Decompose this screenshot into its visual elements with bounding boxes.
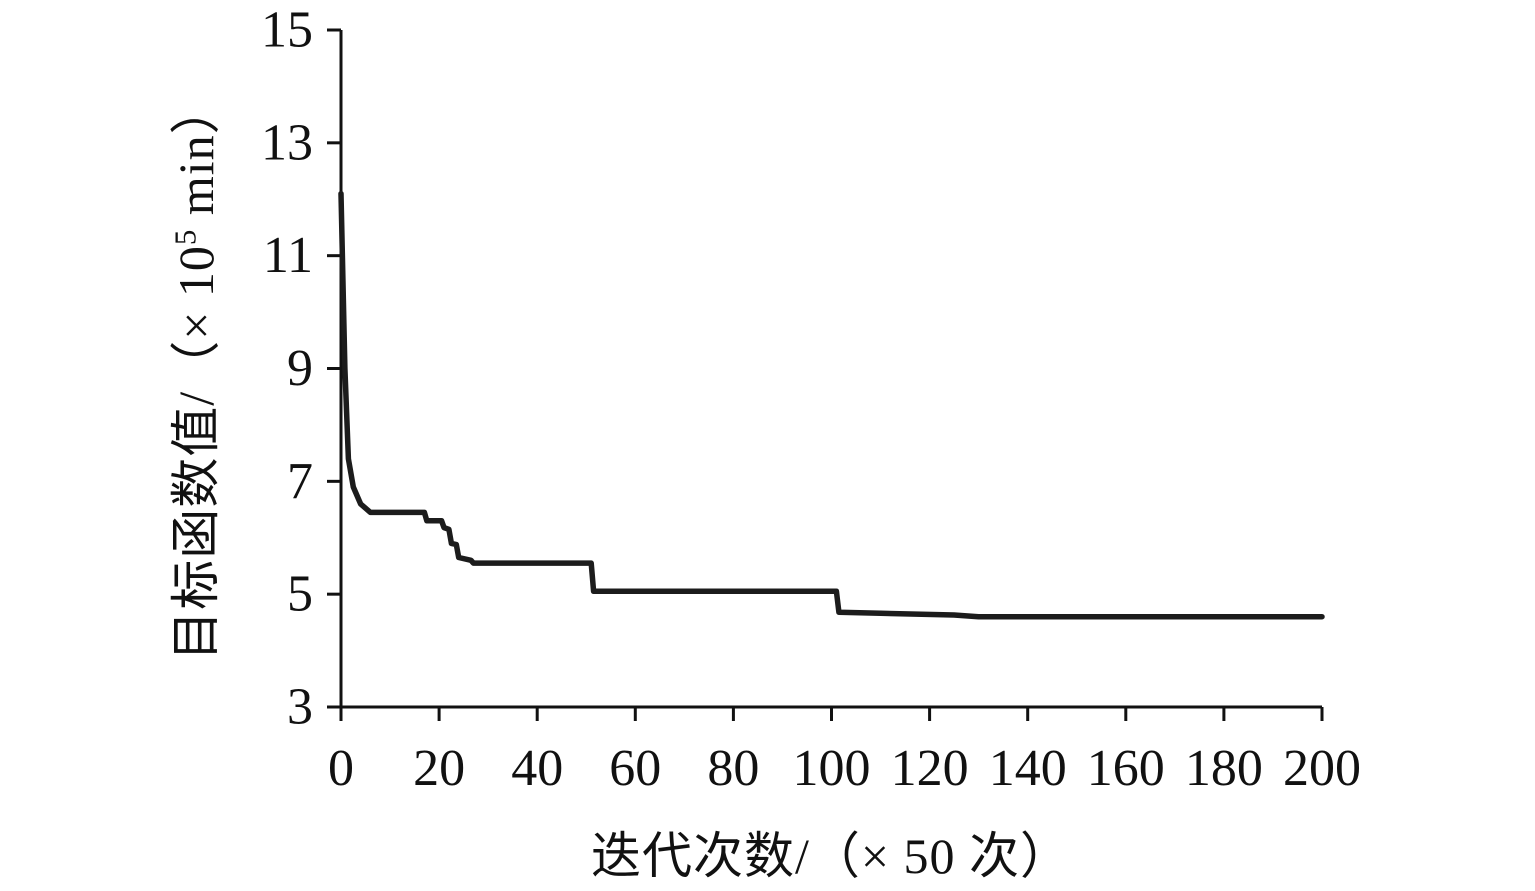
x-tick-label: 160 bbox=[1087, 740, 1165, 797]
series-line-objective-value bbox=[338, 190, 1325, 620]
y-axis-label-text: 目标函数值/（× 10 bbox=[168, 245, 224, 661]
x-tick-label: 180 bbox=[1185, 740, 1263, 797]
x-tick-label: 80 bbox=[707, 740, 759, 797]
y-tick-label: 11 bbox=[263, 227, 313, 284]
x-tick-label: 40 bbox=[511, 740, 563, 797]
y-axis-label-superscript: 5 bbox=[167, 228, 203, 246]
x-tick-label: 140 bbox=[989, 740, 1067, 797]
x-axis-label: 迭代次数/（× 50 次） bbox=[590, 828, 1072, 884]
x-tick-label: 100 bbox=[793, 740, 871, 797]
x-tick-label: 200 bbox=[1283, 740, 1361, 797]
y-tick-label: 13 bbox=[261, 114, 313, 171]
x-tick-label: 120 bbox=[891, 740, 969, 797]
y-axis-label-unit: min） bbox=[168, 83, 224, 229]
x-tick-label: 60 bbox=[609, 740, 661, 797]
y-tick-label: 15 bbox=[261, 2, 313, 59]
y-tick-label: 5 bbox=[287, 566, 313, 623]
y-tick-label: 7 bbox=[287, 453, 313, 510]
y-tick-label: 9 bbox=[287, 340, 313, 397]
x-tick-label: 20 bbox=[413, 740, 465, 797]
x-tick-label: 0 bbox=[328, 740, 354, 797]
y-axis-label: 目标函数值/（× 105 min） bbox=[156, 83, 228, 660]
y-tick-label: 3 bbox=[287, 679, 313, 736]
